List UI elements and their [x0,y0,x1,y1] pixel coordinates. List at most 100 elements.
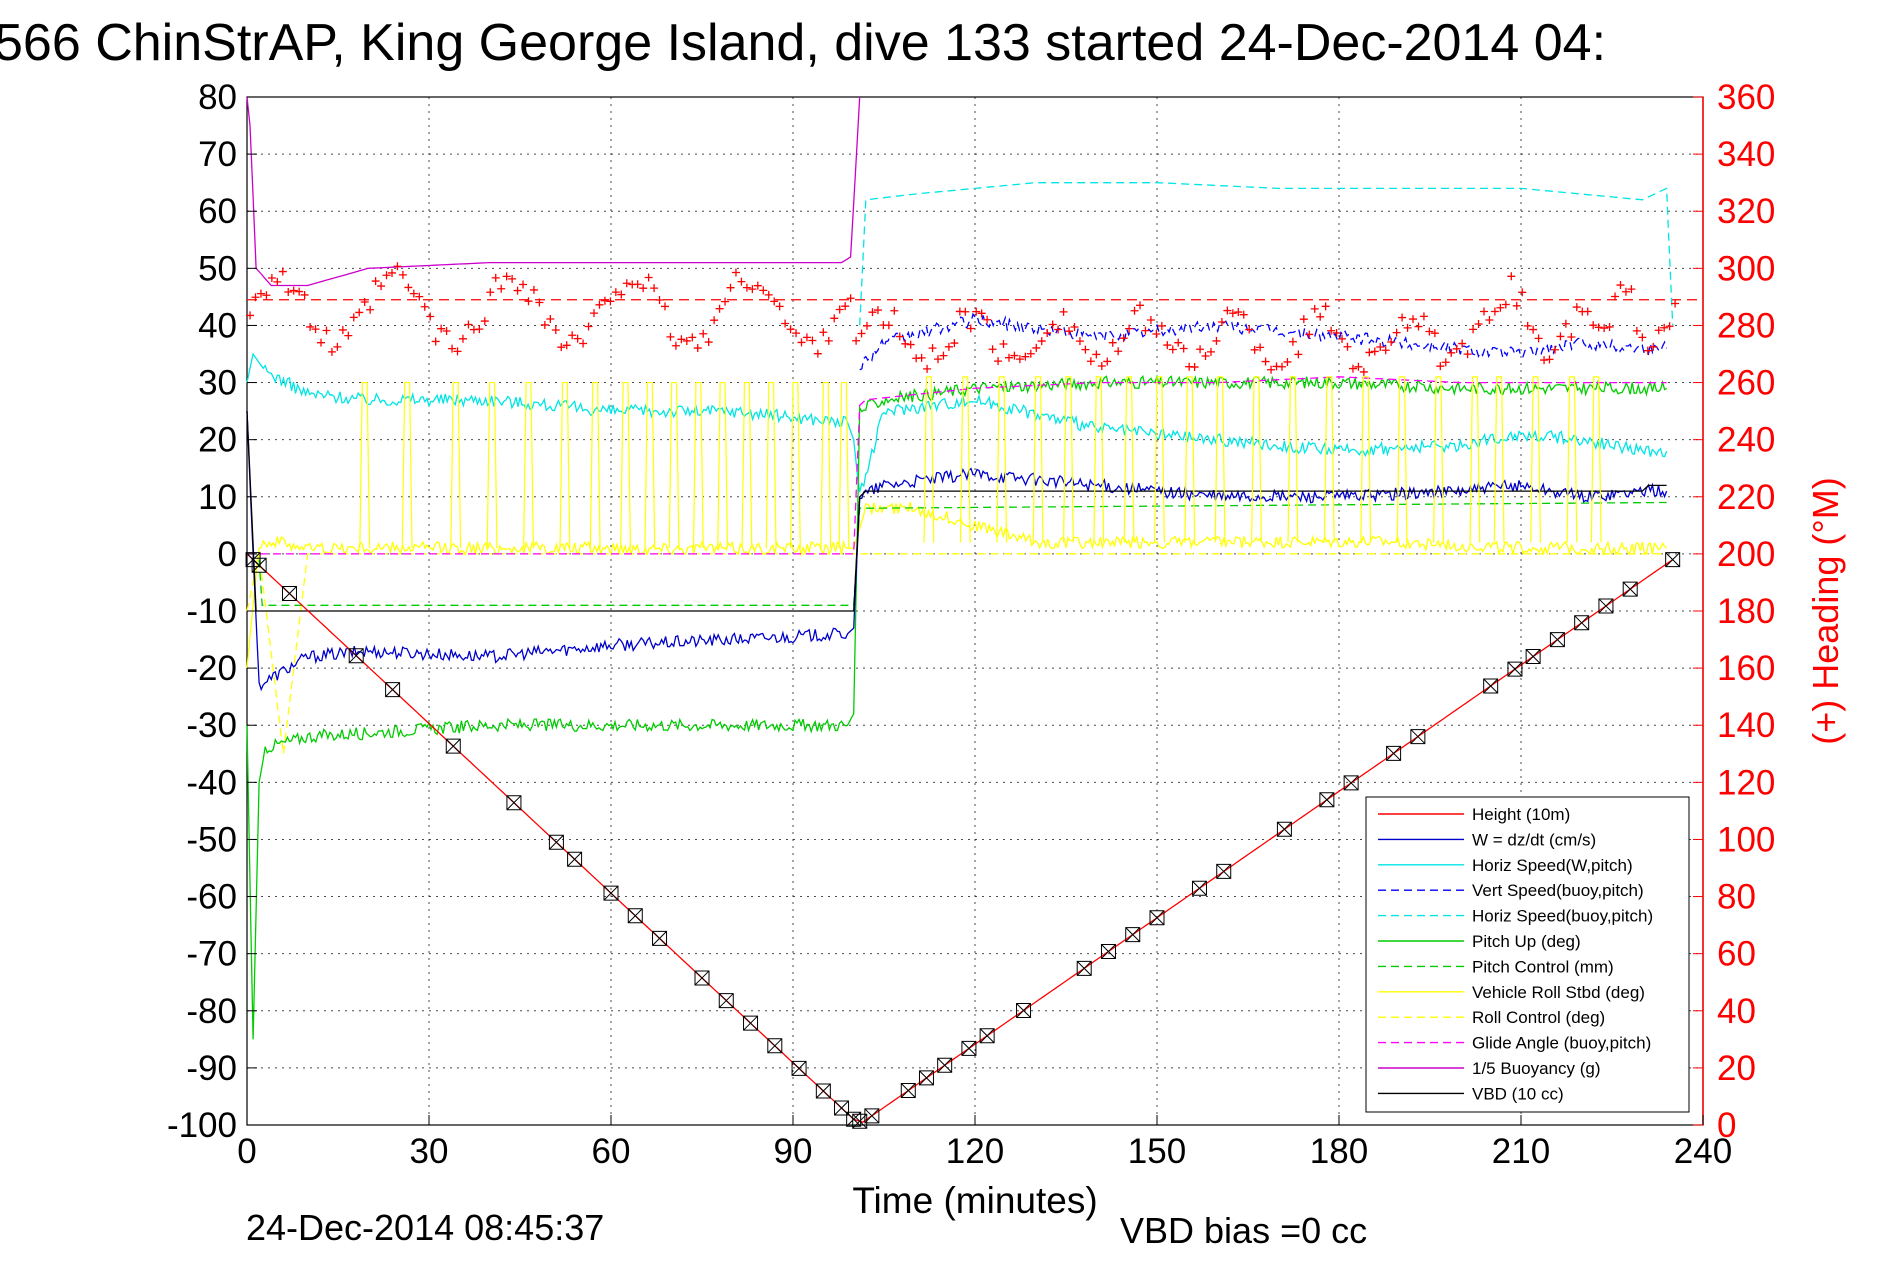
heading-point [1004,353,1013,362]
heading-point [1419,312,1428,321]
legend-entry: Height (10m) [1472,805,1570,824]
roll-spike [401,381,413,549]
heading-point [1168,345,1177,354]
height-marker [1125,927,1141,943]
heading-markers [246,262,1680,376]
heading-point [327,347,336,356]
right-tick-label: 360 [1717,78,1775,117]
grid-lines [246,96,1704,1126]
heading-point [863,321,872,330]
heading-point [404,283,413,292]
heading-point [923,364,932,373]
heading-point [508,274,517,283]
heading-point [759,286,768,295]
heading-point [1447,348,1456,357]
height-marker [900,1083,916,1099]
heading-point [770,297,779,306]
heading-point [377,282,386,291]
heading-point [1556,332,1565,341]
heading-point [262,291,271,300]
right-tick-label: 180 [1717,592,1775,631]
heading-point [813,349,822,358]
roll-spike [1566,376,1578,543]
heading-point [251,293,260,302]
heading-point [1141,326,1150,335]
heading-point [846,294,855,303]
roll-spike [838,381,850,549]
y-tick-label: -70 [186,935,237,974]
heading-point [895,332,904,341]
right-tick-label: 340 [1717,135,1775,174]
heading-point [693,344,702,353]
x-tick-label: 0 [237,1132,256,1171]
height-marker [548,834,564,850]
heading-point [1048,320,1057,329]
height-marker [348,648,364,664]
height-marker [1100,943,1116,959]
heading-point [366,305,375,314]
right-tick-label: 0 [1717,1106,1736,1145]
heading-point [1245,325,1254,334]
heading-point [1206,347,1215,356]
right-tick-label: 260 [1717,364,1775,403]
heading-point [1567,333,1576,342]
height-marker [1483,678,1499,694]
height-markers [245,552,1681,1129]
height-marker [979,1028,995,1044]
heading-point [246,311,255,320]
heading-point [426,312,435,321]
heading-point [1605,322,1614,331]
heading-point [737,277,746,286]
roll-spike [668,381,680,549]
height-marker [1549,632,1565,648]
roll-spike [620,381,632,549]
heading-point [1463,350,1472,359]
legend-entry: Pitch Control (mm) [1472,957,1614,976]
y-tick-label: 30 [198,364,237,403]
heading-point [1136,301,1145,310]
heading-point [1250,345,1259,354]
heading-point [1398,313,1407,322]
right-axis-label: (+) Heading (°M) [1805,477,1846,744]
heading-point [748,285,757,294]
y-tick-label: 0 [218,535,237,574]
y-tick-label: -80 [186,992,237,1031]
heading-point [786,325,795,334]
series-line [246,411,1668,692]
heading-point [1643,346,1652,355]
roll-spike [450,381,462,549]
roll-spike [523,381,534,549]
legend-entry: Roll Control (deg) [1472,1008,1605,1027]
y-tick-label: 80 [198,78,237,117]
heading-point [1163,341,1172,350]
y-tick-label: -50 [186,820,237,859]
heading-point [1496,303,1505,312]
roll-spike [1396,376,1408,543]
heading-point [961,307,970,316]
y-tick-label: -40 [186,763,237,802]
heading-point [464,320,473,329]
heading-point [1392,328,1401,337]
heading-point [1589,321,1598,330]
x-tick-label: 60 [592,1132,631,1171]
heading-point [1201,351,1210,360]
roll-spike [996,376,1008,543]
heading-point [682,336,691,345]
heading-point [1103,357,1112,366]
legend-entry: Vehicle Roll Stbd (deg) [1472,983,1645,1002]
legend-entry: Glide Angle (buoy,pitch) [1472,1034,1651,1053]
heading-point [458,334,467,343]
heading-point [868,308,877,317]
heading-point [917,353,926,362]
heading-point [475,325,484,334]
heading-point [1501,300,1510,309]
heading-point [824,336,833,345]
heading-point [1354,362,1363,371]
heading-point [699,329,708,338]
heading-point [753,281,762,290]
timestamp-footer: 24-Dec-2014 08:45:37 [246,1207,604,1248]
height-marker [791,1060,807,1076]
heading-point [1638,333,1647,342]
roll-spike [1323,376,1335,543]
heading-point [1348,364,1357,373]
